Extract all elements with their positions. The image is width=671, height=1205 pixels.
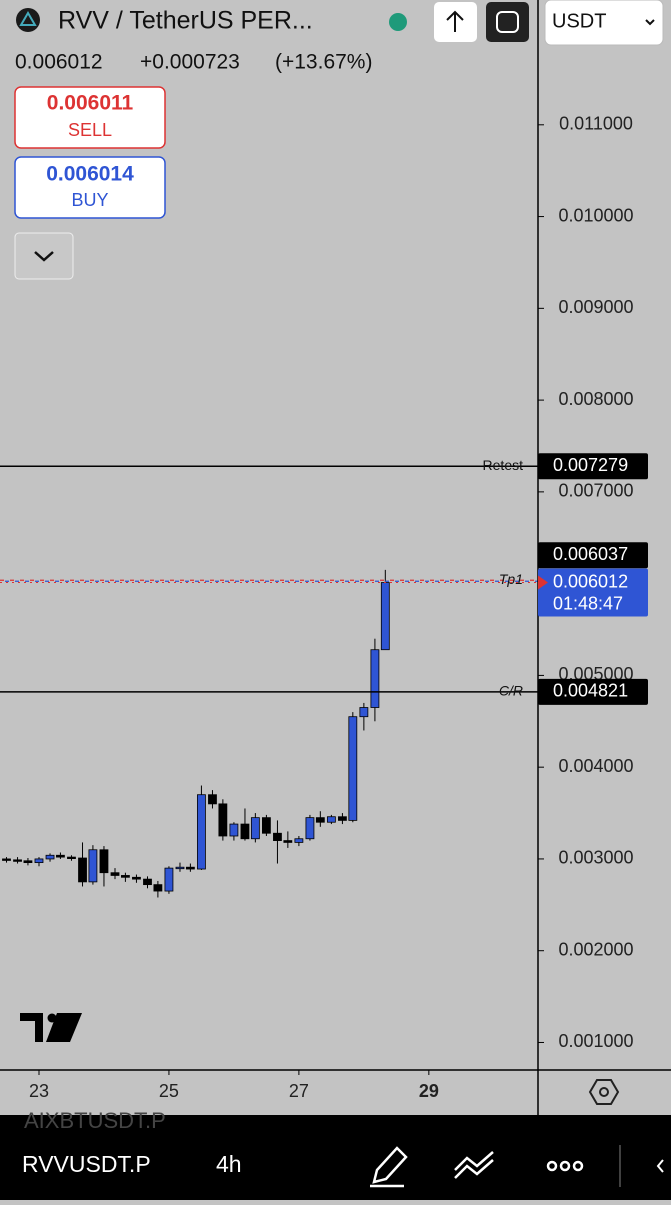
candle-body xyxy=(13,859,22,862)
up-arrow-icon xyxy=(446,10,464,32)
candle-body xyxy=(229,823,239,837)
candle-body xyxy=(305,817,315,840)
candle-body xyxy=(250,817,260,840)
candle-body xyxy=(185,866,195,870)
y-tick-label: 0.007000 xyxy=(558,481,633,501)
previous-symbol: AIXBTUSDT.P xyxy=(24,1108,166,1133)
draw-tool-icon[interactable] xyxy=(370,1146,408,1188)
y-tick-label: 0.002000 xyxy=(558,939,633,959)
footer-symbol[interactable]: RVVUSDT.P xyxy=(22,1151,151,1177)
candle-body xyxy=(359,707,369,718)
settings-icon-center xyxy=(599,1087,609,1097)
y-tick-label: 0.010000 xyxy=(558,205,633,225)
more-dot xyxy=(546,1160,558,1172)
last-price-box xyxy=(538,568,648,617)
x-tick-label: 29 xyxy=(419,1081,439,1101)
more-icon[interactable] xyxy=(546,1160,584,1172)
candle-body xyxy=(121,875,130,878)
candle-body xyxy=(326,816,336,823)
fullscreen-button[interactable] xyxy=(486,2,529,42)
symbol-icon-glyph xyxy=(19,11,37,26)
chevron-icon xyxy=(645,19,655,26)
y-tick-label: 0.008000 xyxy=(558,389,633,409)
candle-body xyxy=(338,816,347,821)
last-price: 0.006012 xyxy=(15,51,103,74)
buy-button[interactable] xyxy=(14,156,166,219)
candle-body xyxy=(175,866,185,870)
collapse-icon xyxy=(34,251,54,262)
level-price: 0.007279 xyxy=(553,455,628,475)
currency-label: USDT xyxy=(552,10,606,32)
settings-icon[interactable] xyxy=(588,1079,620,1105)
y-tick-label: 0.009000 xyxy=(558,297,633,317)
currency-select[interactable] xyxy=(544,0,664,46)
candle-body xyxy=(23,860,33,864)
candle-body xyxy=(262,817,271,834)
candle-body xyxy=(283,840,293,843)
scroll-icon[interactable] xyxy=(656,1159,664,1173)
x-tick-label: 23 xyxy=(29,1081,49,1101)
y-tick-label: 0.011000 xyxy=(559,114,633,134)
candle-body xyxy=(78,857,87,883)
candle-body xyxy=(240,823,250,840)
candle-body xyxy=(56,854,65,858)
sell-button[interactable] xyxy=(14,86,166,149)
candle-body xyxy=(218,803,228,837)
candle-body xyxy=(380,582,390,651)
level-price: 0.004821 xyxy=(553,681,628,701)
buy-price: 0.006014 xyxy=(46,163,134,186)
last-price-pointer xyxy=(538,575,548,590)
bottom-bar xyxy=(0,1115,671,1200)
sell-label: SELL xyxy=(68,120,112,140)
candle-body xyxy=(110,872,120,876)
level-price-box xyxy=(538,453,648,480)
y-tick-label: 0.001000 xyxy=(558,1031,633,1051)
fullscreen-icon xyxy=(496,11,519,33)
last-price-label: 0.006012 xyxy=(553,571,628,591)
level-name: Tp1 xyxy=(499,571,523,587)
collapse-button[interactable] xyxy=(14,232,74,280)
candle-body xyxy=(88,849,98,883)
candle-body xyxy=(45,854,55,860)
candle-body xyxy=(370,649,380,708)
indicator-icon[interactable] xyxy=(454,1151,494,1179)
candle-body xyxy=(348,716,358,821)
plot: 0.0010000.0020000.0030000.0040000.005000… xyxy=(0,114,634,1101)
symbol-title[interactable]: RVV / TetherUS PER... xyxy=(58,7,313,35)
candle-body xyxy=(294,838,304,843)
level-price: 0.006037 xyxy=(553,544,628,564)
candle-body xyxy=(208,794,217,805)
candle-body xyxy=(315,817,325,823)
price-change: +0.000723 xyxy=(140,51,240,74)
sell-price: 0.006011 xyxy=(47,92,134,115)
level-name: Retest xyxy=(483,457,524,473)
candle-body xyxy=(2,858,11,861)
y-tick-label: 0.004000 xyxy=(558,756,633,776)
level-price-box xyxy=(538,542,648,569)
buy-label: BUY xyxy=(71,190,108,210)
candle-body xyxy=(273,832,282,841)
candle-body xyxy=(34,858,44,864)
countdown: 01:48:47 xyxy=(553,593,623,613)
price-change-percent: (+13.67%) xyxy=(275,51,372,74)
level-price-box xyxy=(538,678,648,705)
footer-interval[interactable]: 4h xyxy=(216,1151,242,1177)
candle-body xyxy=(143,878,152,886)
tradingview-logo-dot xyxy=(47,1013,57,1023)
candle-body xyxy=(164,867,174,892)
candle-body xyxy=(197,794,206,870)
level-name: C/R xyxy=(499,683,523,699)
more-dot xyxy=(559,1160,571,1172)
candle-body xyxy=(67,856,76,860)
y-tick-label: 0.003000 xyxy=(558,848,633,868)
candle-body xyxy=(132,876,141,880)
tradingview-logo xyxy=(20,1013,82,1042)
market-status xyxy=(389,13,407,31)
candle-body xyxy=(99,849,109,874)
x-tick-label: 25 xyxy=(159,1081,179,1101)
x-tick-label: 27 xyxy=(289,1081,309,1101)
more-dot xyxy=(572,1160,584,1172)
candle-body xyxy=(153,884,163,892)
